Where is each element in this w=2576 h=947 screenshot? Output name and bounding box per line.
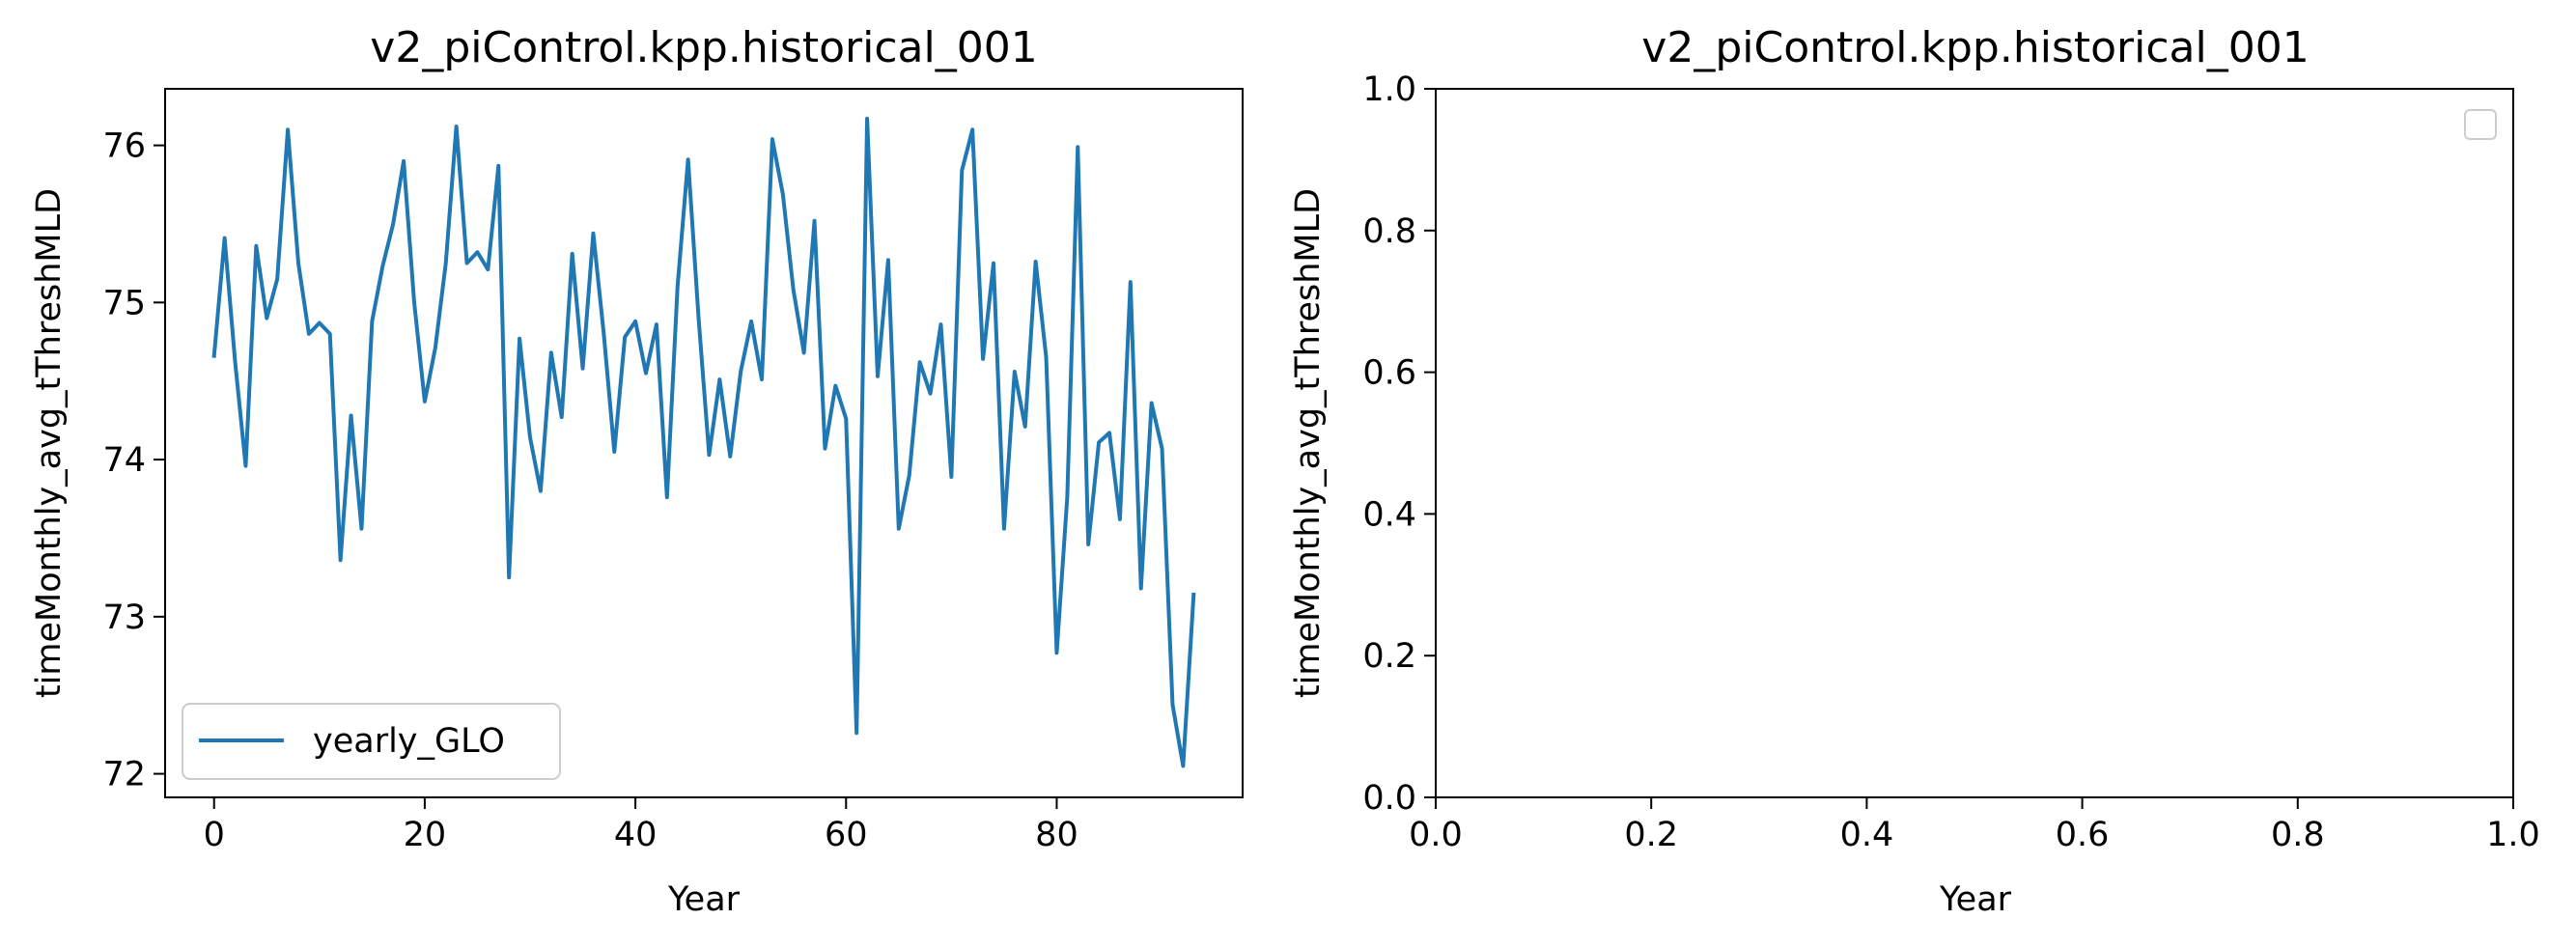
chart-right-legend-empty	[2464, 109, 2497, 140]
chart-left-y-axis-label: timeMonthly_avg_tThreshMLD	[30, 188, 69, 698]
chart-left-y-tick-label: 73	[102, 599, 146, 637]
series-line-yearly-glo	[211, 116, 1196, 768]
chart-left-series	[211, 116, 1196, 768]
chart-right-y-tick-label: 1.0	[1362, 70, 1416, 109]
chart-left-legend: yearly_GLO	[182, 703, 561, 780]
chart-right-y-tick-label: 0.8	[1362, 212, 1416, 251]
chart-right-x-axis-label: Year	[1939, 880, 2012, 919]
chart-right-ticks: 0.0 0.2 0.4 0.6 0.8 1.0 0.0 0.2 0.4 0.6 0.8 1.0	[1362, 70, 2540, 854]
chart-left-x-tick-label: 0	[204, 816, 225, 854]
chart-left-title: v2_piControl.kpp.historical_001	[370, 23, 1037, 72]
chart-left-x-tick-label: 40	[614, 816, 658, 854]
chart-right-x-tick-label: 0.2	[1624, 816, 1678, 854]
legend-box	[182, 703, 561, 780]
chart-left-y-tick-label: 74	[102, 441, 146, 480]
chart-left: v2_piControl.kpp.historical_001 0 20 40 60 8…	[30, 23, 1244, 919]
chart-right-y-tick-label: 0.6	[1362, 354, 1416, 393]
chart-right-y-tick-label: 0.2	[1362, 637, 1416, 676]
chart-left-y-tick-label: 76	[102, 127, 146, 166]
chart-right-x-tick-label: 1.0	[2486, 816, 2540, 854]
chart-right-y-tick-label: 0.0	[1362, 779, 1416, 818]
chart-left-x-tick-label: 20	[404, 816, 447, 854]
chart-left-y-tick-label: 75	[102, 284, 146, 322]
chart-right-x-tick-label: 0.6	[2056, 816, 2110, 854]
chart-right-title: v2_piControl.kpp.historical_001	[1641, 23, 2309, 72]
chart-left-x-tick-label: 80	[1035, 816, 1078, 854]
chart-left-y-tick-label: 72	[102, 756, 146, 794]
chart-right-y-axis-label: timeMonthly_avg_tThreshMLD	[1289, 188, 1328, 698]
chart-right-y-tick-label: 0.4	[1362, 495, 1416, 534]
chart-left-x-axis-label: Year	[667, 880, 741, 919]
chart-right-x-tick-label: 0.4	[1840, 816, 1894, 854]
chart-right-x-tick-label: 0.0	[1409, 816, 1463, 854]
chart-left-plot-frame	[164, 88, 1244, 798]
chart-left-x-tick-label: 60	[825, 816, 868, 854]
legend-label-yearly-glo: yearly_GLO	[313, 722, 505, 761]
chart-right-x-tick-label: 0.8	[2271, 816, 2325, 854]
chart-left-ticks: 0 20 40 60 80 72 73 74 75 76	[102, 127, 1078, 854]
chart-right: v2_piControl.kpp.historical_001 0.0 0.2 0.…	[1289, 23, 2540, 919]
chart-right-plot-frame	[1435, 88, 2514, 798]
